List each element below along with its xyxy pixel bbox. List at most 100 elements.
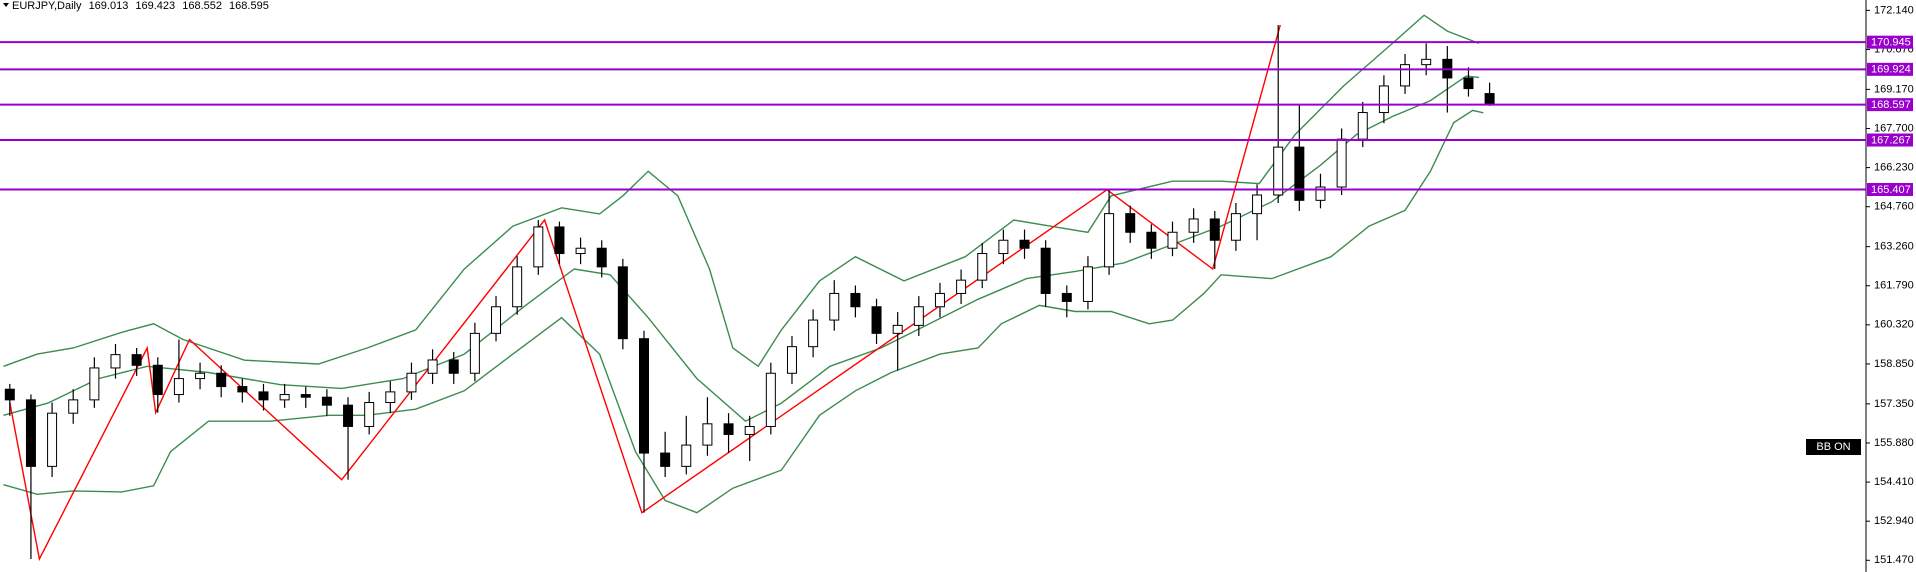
candle-body	[427, 359, 438, 374]
candle-body	[469, 332, 480, 374]
zigzag	[9, 24, 1281, 562]
candle-body	[1400, 64, 1411, 87]
candle-body	[1209, 218, 1220, 241]
candle-body	[237, 386, 248, 393]
candle-body	[596, 247, 607, 268]
y-tick-label: 151.470	[1874, 554, 1914, 566]
candle-body	[533, 226, 544, 268]
level-label-box	[1867, 35, 1913, 49]
candle-body	[1273, 146, 1284, 196]
candle-body	[850, 292, 861, 308]
candle-body	[1484, 93, 1495, 106]
bollinger-lower	[3, 109, 1484, 514]
candle-body	[512, 266, 523, 308]
candle-body	[1040, 247, 1051, 294]
candle-body	[258, 391, 269, 401]
candle-body	[1421, 58, 1432, 66]
candle-body	[808, 319, 819, 348]
y-tick-label: 158.850	[1874, 358, 1914, 370]
candle-body	[110, 354, 121, 369]
candle-body	[1252, 194, 1263, 215]
bollinger-upper	[3, 14, 1480, 368]
level-label: 169.924	[1871, 64, 1911, 76]
candle-body	[639, 338, 649, 454]
candle-body	[1336, 138, 1347, 188]
y-tick-label: 161.790	[1874, 280, 1914, 292]
candle-body	[892, 324, 903, 334]
y-tick-label: 172.140	[1874, 4, 1914, 16]
candle-body	[1146, 231, 1157, 249]
symbol: EURJPY,Daily	[12, 0, 82, 12]
candle-body	[131, 354, 142, 366]
bollinger-middle	[3, 75, 1480, 423]
y-tick-label: 166.230	[1874, 162, 1914, 174]
candle-body	[68, 399, 79, 414]
candle-body	[1230, 213, 1241, 241]
level-label-box	[1867, 133, 1913, 147]
candle-body	[1357, 112, 1368, 140]
level-label: 170.945	[1871, 37, 1911, 49]
candle-body	[871, 306, 882, 334]
high: 169.423	[135, 0, 175, 12]
close: 168.595	[229, 0, 269, 12]
candle-body	[195, 372, 206, 380]
candle-body	[364, 402, 375, 427]
y-tick-label: 155.880	[1874, 437, 1914, 449]
candle-body	[89, 367, 100, 401]
candle-body	[765, 372, 776, 427]
candle-body	[1315, 186, 1326, 201]
candle-body	[448, 359, 459, 374]
candle-body	[491, 306, 502, 334]
candle-body	[300, 394, 311, 398]
level-label-box	[1867, 62, 1913, 76]
candle-body	[829, 292, 840, 321]
candle-body	[47, 412, 58, 467]
low: 168.552	[182, 0, 222, 12]
candle-body	[575, 247, 586, 255]
candle-body	[1294, 146, 1305, 201]
y-tick-label: 154.410	[1874, 476, 1914, 488]
candle-body	[660, 452, 671, 467]
candle-body	[554, 226, 565, 255]
candle-body	[913, 306, 924, 326]
candle-body	[173, 378, 184, 396]
y-tick-label: 152.940	[1874, 515, 1914, 527]
candle-body	[1167, 231, 1178, 249]
y-tick-label: 164.760	[1874, 201, 1914, 213]
candle-body	[744, 425, 755, 435]
header: EURJPY,Daily 169.013 169.423 168.552 168…	[12, 0, 269, 12]
candle-body	[25, 399, 36, 467]
level-label: 165.407	[1871, 184, 1911, 196]
candle-body	[152, 364, 163, 396]
open: 169.013	[89, 0, 129, 12]
candle-body	[1104, 213, 1115, 268]
candle-body	[4, 388, 15, 401]
y-tick-label: 169.170	[1874, 83, 1914, 95]
candle-body	[702, 423, 713, 446]
bb-toggle-button[interactable]: BB ON	[1806, 439, 1861, 455]
level-label: 167.267	[1871, 134, 1911, 146]
candle-body	[1463, 77, 1474, 90]
y-tick-label: 157.350	[1874, 398, 1914, 410]
candle-body	[977, 253, 988, 281]
level-label-box	[1867, 98, 1913, 112]
y-tick-label: 167.700	[1874, 122, 1914, 134]
level-label: 168.597	[1871, 99, 1911, 111]
candle-body	[934, 292, 945, 308]
candle-body	[216, 372, 227, 388]
candle-body	[617, 266, 628, 340]
y-tick-label: 163.260	[1874, 241, 1914, 253]
candle-body	[723, 423, 734, 435]
level-label-box	[1867, 183, 1913, 197]
candle-body	[1125, 213, 1136, 233]
y-tick-label: 160.320	[1874, 319, 1914, 331]
candle-body	[1061, 292, 1072, 302]
candle-body	[681, 444, 692, 467]
candle-body	[1019, 239, 1030, 249]
candle-body	[998, 239, 1009, 255]
candle-body	[406, 372, 417, 393]
candle-body	[321, 396, 332, 406]
candle-body	[385, 391, 396, 404]
